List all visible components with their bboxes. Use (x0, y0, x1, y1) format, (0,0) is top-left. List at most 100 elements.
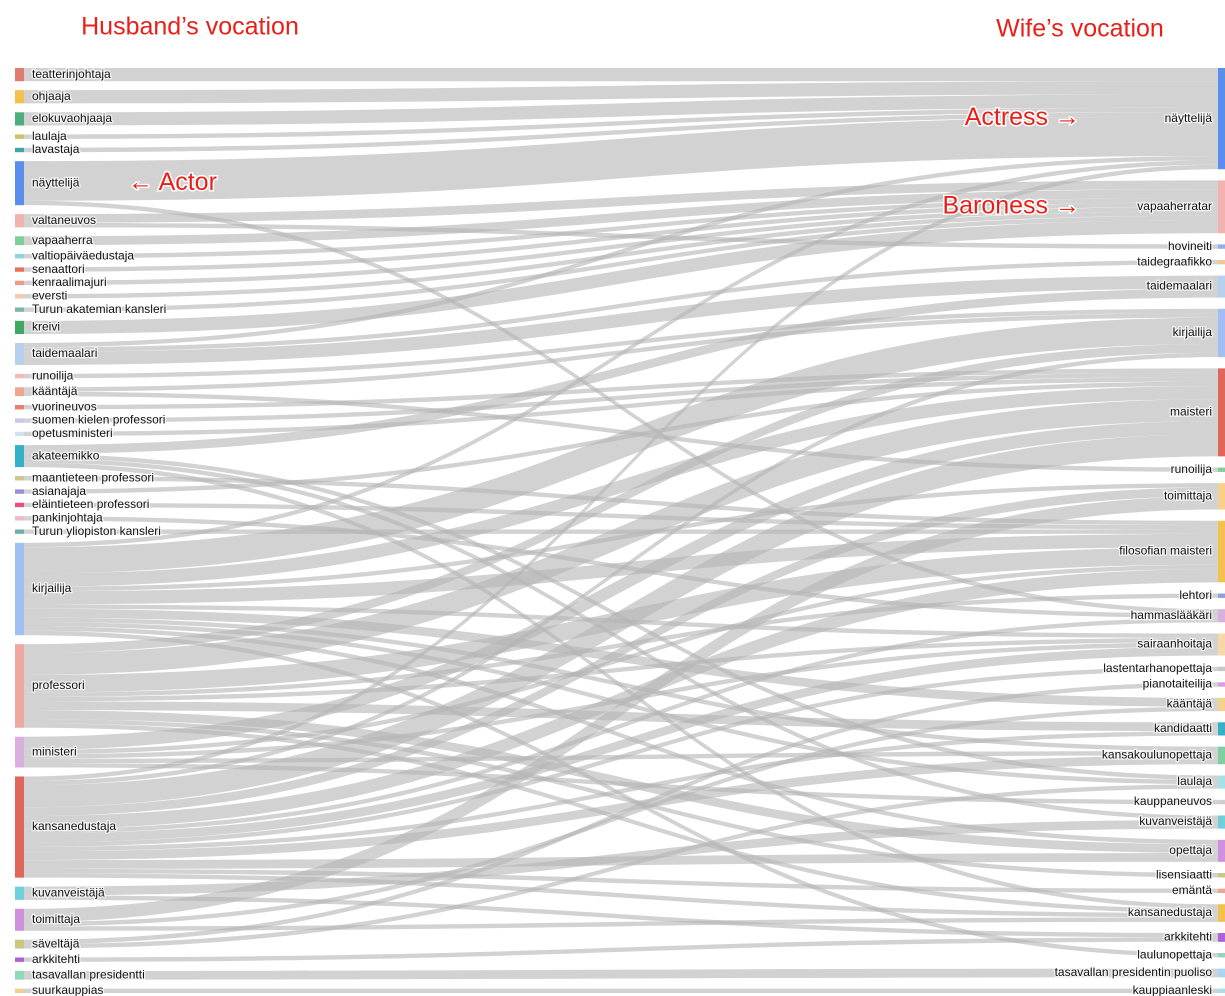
link (24, 608, 1218, 707)
link (24, 381, 1218, 494)
left-node-label: eversti (32, 288, 67, 302)
left-node (15, 908, 24, 931)
right-node-label: filosofian maisteri (1119, 544, 1212, 558)
right-node (1218, 988, 1225, 993)
link (24, 701, 1218, 732)
right-node (1218, 682, 1225, 687)
link (24, 368, 1218, 410)
link (24, 626, 1218, 845)
right-node-label: arkkitehti (1164, 930, 1212, 944)
left-node-label: asianajaja (32, 484, 86, 498)
link (24, 81, 1218, 104)
link (24, 180, 1218, 223)
left-node-label: eläintieteen professori (32, 497, 149, 511)
link (24, 646, 1218, 843)
link (24, 317, 1218, 574)
left-node-label: kuvanveistäjä (32, 885, 105, 899)
left-node-label: toimittaja (32, 912, 80, 926)
right-node (1218, 746, 1225, 765)
right-node (1218, 697, 1225, 712)
right-node-label: lehtori (1179, 588, 1212, 602)
left-node (15, 112, 24, 126)
link (24, 784, 1218, 949)
left-node (15, 387, 24, 397)
left-node (15, 489, 24, 494)
left-node (15, 280, 24, 286)
left-node-label: runoilija (32, 368, 74, 382)
right-title: Wife’s vocation (996, 15, 1164, 43)
annotation: Baroness → (942, 191, 1080, 219)
right-node-label: emäntä (1172, 883, 1212, 897)
link (24, 107, 1218, 139)
link (24, 68, 1218, 82)
link (24, 222, 1218, 249)
right-node-label: runoilija (1171, 462, 1213, 476)
left-node-label: valtiopäiväedustaja (32, 248, 134, 262)
right-node-label: maisteri (1170, 405, 1212, 419)
link (24, 617, 1218, 834)
right-node (1218, 259, 1225, 265)
right-node-label: vapaaherratar (1137, 199, 1212, 213)
link (24, 937, 1218, 962)
left-node-label: kääntäjä (32, 384, 78, 398)
link (24, 275, 1218, 365)
left-node (15, 529, 24, 534)
left-node-label: säveltäjä (32, 936, 80, 950)
right-node (1218, 593, 1225, 598)
right-node (1218, 722, 1225, 736)
link (24, 682, 1218, 945)
link (24, 116, 1218, 201)
right-node (1218, 520, 1225, 583)
right-node (1218, 933, 1225, 942)
right-node (1218, 968, 1225, 978)
annotation: ← Actor (128, 168, 217, 196)
left-node-label: laulaja (32, 129, 67, 143)
link (24, 421, 1218, 750)
link (24, 751, 1218, 764)
left-node (15, 970, 24, 980)
left-node-label: opetusministeri (32, 426, 113, 440)
left-node (15, 90, 24, 104)
link (24, 385, 1218, 587)
left-node-label: senaattori (32, 262, 85, 276)
right-node (1218, 180, 1225, 234)
links (24, 68, 1218, 993)
left-node-label: maantieteen professori (32, 470, 154, 484)
left-node-label: ohjaaja (32, 89, 71, 103)
left-node (15, 516, 24, 521)
right-node (1218, 244, 1225, 249)
right-node-label: sairaanhoitaja (1137, 637, 1212, 651)
right-node (1218, 873, 1225, 878)
right-node (1218, 888, 1225, 894)
left-node-label: kreivi (32, 320, 60, 334)
left-node (15, 214, 24, 228)
right-node-label: kauppiaanleski (1133, 983, 1212, 996)
nodes: teatterinjohtaja ohjaaja elokuvaohjaaja lau… (15, 66, 1225, 996)
link (24, 718, 1218, 878)
link (24, 164, 1218, 781)
left-node (15, 445, 24, 468)
right-node-label: taidegraafikko (1137, 254, 1212, 268)
left-node-label: akateemikko (32, 448, 100, 462)
link (24, 630, 1218, 958)
left-node (15, 418, 24, 423)
left-node (15, 957, 24, 962)
left-node-label: näyttelijä (32, 175, 80, 189)
link (24, 189, 1218, 246)
left-node (15, 320, 24, 335)
right-node (1218, 467, 1225, 472)
left-node-label: taidemaalari (32, 346, 97, 360)
left-node (15, 776, 24, 878)
link (24, 622, 1218, 785)
left-node (15, 939, 24, 949)
left-node (15, 307, 24, 312)
link (24, 642, 1218, 759)
left-node (15, 68, 24, 82)
link (24, 731, 1218, 852)
link (24, 313, 1218, 392)
link (24, 593, 1218, 697)
left-node-label: professori (32, 678, 85, 692)
link (24, 200, 1218, 614)
left-node-label: arkkitehti (32, 952, 80, 966)
right-node-label: hammaslääkäri (1131, 608, 1212, 622)
